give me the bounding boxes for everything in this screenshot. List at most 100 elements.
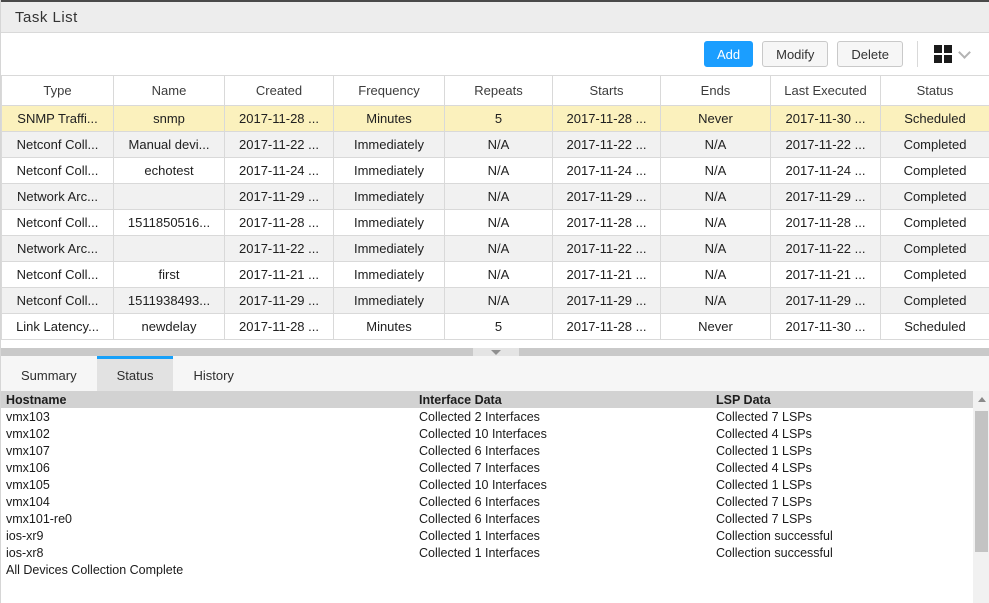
table-row[interactable]: Netconf Coll... first 2017-11-21 ... Immedi… (1, 261, 989, 288)
table-cell: N/A (660, 183, 771, 210)
table-cell: 2017-11-22 ... (224, 131, 334, 158)
table-cell: N/A (444, 131, 553, 158)
tab-status[interactable]: Status (96, 356, 174, 391)
table-cell: 2017-11-28 ... (552, 105, 661, 132)
status-table-header: Hostname Interface Data LSP Data (1, 391, 973, 408)
table-cell: snmp (113, 105, 225, 132)
column-layout-menu-button[interactable] (930, 41, 973, 67)
table-cell: Immediately (333, 209, 445, 236)
table-row[interactable]: Netconf Coll... 1511938493... 2017-11-29 .… (1, 287, 989, 314)
column-header[interactable]: Name (113, 75, 225, 106)
table-cell: 5 (444, 313, 553, 340)
splitter-collapse-handle[interactable] (473, 348, 519, 356)
grid-icon (934, 45, 952, 63)
table-cell: 2017-11-29 ... (224, 183, 334, 210)
tab-history[interactable]: History (193, 367, 234, 383)
column-header-hostname: Hostname (6, 392, 67, 407)
modify-button[interactable]: Modify (762, 41, 829, 67)
table-cell: Completed (880, 287, 989, 314)
table-cell: SNMP Traffi... (1, 105, 114, 132)
status-row: vmx106 Collected 7 Interfaces Collected 4 … (1, 459, 973, 476)
column-header[interactable]: Status (880, 75, 989, 106)
table-cell: Completed (880, 131, 989, 158)
table-row[interactable]: Netconf Coll... echotest 2017-11-24 ... Imm… (1, 157, 989, 184)
table-cell: 2017-11-21 ... (224, 261, 334, 288)
chevron-down-icon (958, 45, 971, 59)
table-cell: 2017-11-29 ... (770, 183, 881, 210)
table-cell: Minutes (333, 313, 445, 340)
table-cell: 2017-11-29 ... (552, 287, 661, 314)
status-row: ios-xr9 Collected 1 Interfaces Collection … (1, 527, 973, 544)
status-cell: vmx105 (6, 477, 50, 492)
table-row[interactable]: Link Latency... newdelay 2017-11-28 ... Min… (1, 313, 989, 340)
table-cell: 2017-11-21 ... (770, 261, 881, 288)
status-cell: Collected 6 Interfaces (419, 443, 540, 458)
toolbar: Add Modify Delete (1, 33, 989, 75)
column-header[interactable]: Created (224, 75, 334, 106)
triangle-up-icon (977, 396, 986, 402)
status-cell: Collected 7 LSPs (716, 511, 812, 526)
status-row: vmx107 Collected 6 Interfaces Collected 1 … (1, 442, 973, 459)
table-row[interactable]: Network Arc... 2017-11-22 ... Immediately N… (1, 235, 989, 262)
column-header[interactable]: Starts (552, 75, 661, 106)
chevron-down-icon (491, 349, 501, 355)
table-row[interactable]: Network Arc... 2017-11-29 ... Immediately N… (1, 183, 989, 210)
status-cell: Collected 7 LSPs (716, 494, 812, 509)
column-header[interactable]: Frequency (333, 75, 445, 106)
status-cell: Collected 7 Interfaces (419, 460, 540, 475)
table-cell: Immediately (333, 261, 445, 288)
status-cell: Collected 1 LSPs (716, 477, 812, 492)
column-header[interactable]: Type (1, 75, 114, 106)
table-cell: Manual devi... (113, 131, 225, 158)
column-header[interactable]: Repeats (444, 75, 553, 106)
table-cell: 2017-11-22 ... (552, 235, 661, 262)
status-cell: Collected 2 Interfaces (419, 409, 540, 424)
status-table-body: vmx103 Collected 2 Interfaces Collected 7 … (1, 408, 973, 578)
table-cell (113, 235, 225, 262)
delete-button[interactable]: Delete (837, 41, 903, 67)
table-cell: first (113, 261, 225, 288)
table-cell: Immediately (333, 183, 445, 210)
table-cell: N/A (660, 261, 771, 288)
status-cell: vmx102 (6, 426, 50, 441)
table-cell: Completed (880, 209, 989, 236)
table-row[interactable]: Netconf Coll... Manual devi... 2017-11-22 … (1, 131, 989, 158)
table-row[interactable]: SNMP Traffi... snmp 2017-11-28 ... Minutes 5… (1, 105, 989, 132)
tab-summary[interactable]: Summary (21, 367, 77, 383)
table-cell: N/A (660, 287, 771, 314)
status-row: vmx102 Collected 10 Interfaces Collected 4… (1, 425, 973, 442)
add-button[interactable]: Add (703, 41, 754, 67)
vertical-scrollbar[interactable] (973, 391, 989, 603)
table-cell: 2017-11-21 ... (552, 261, 661, 288)
status-cell: vmx101-re0 (6, 511, 72, 526)
status-cell: vmx103 (6, 409, 50, 424)
status-cell: ios-xr9 (6, 528, 44, 543)
status-row: vmx105 Collected 10 Interfaces Collected 1… (1, 476, 973, 493)
table-cell: 2017-11-28 ... (224, 313, 334, 340)
status-cell: Collected 1 LSPs (716, 443, 812, 458)
table-row[interactable]: Netconf Coll... 1511850516... 2017-11-28 .… (1, 209, 989, 236)
table-cell: 2017-11-28 ... (552, 209, 661, 236)
table-cell: Netconf Coll... (1, 131, 114, 158)
panel-splitter[interactable] (1, 348, 989, 356)
table-cell: 2017-11-22 ... (770, 131, 881, 158)
table-cell: Netconf Coll... (1, 157, 114, 184)
table-cell: N/A (444, 261, 553, 288)
scroll-up-button[interactable] (973, 391, 989, 407)
toolbar-divider (917, 41, 918, 67)
table-cell: 1511938493... (113, 287, 225, 314)
table-cell: N/A (660, 209, 771, 236)
scrollbar-thumb[interactable] (975, 411, 988, 552)
status-cell: Collection successful (716, 528, 833, 543)
table-cell: Netconf Coll... (1, 287, 114, 314)
status-cell: Collection successful (716, 545, 833, 560)
column-header[interactable]: Ends (660, 75, 771, 106)
table-cell: N/A (660, 131, 771, 158)
column-header[interactable]: Last Executed (770, 75, 881, 106)
table-cell: Minutes (333, 105, 445, 132)
table-cell: echotest (113, 157, 225, 184)
task-table-header-row: Type Name Created Frequency Repeats Starts End… (1, 75, 989, 106)
page-title: Task List (15, 8, 78, 26)
status-row: vmx104 Collected 6 Interfaces Collected 7 … (1, 493, 973, 510)
table-cell: N/A (660, 157, 771, 184)
